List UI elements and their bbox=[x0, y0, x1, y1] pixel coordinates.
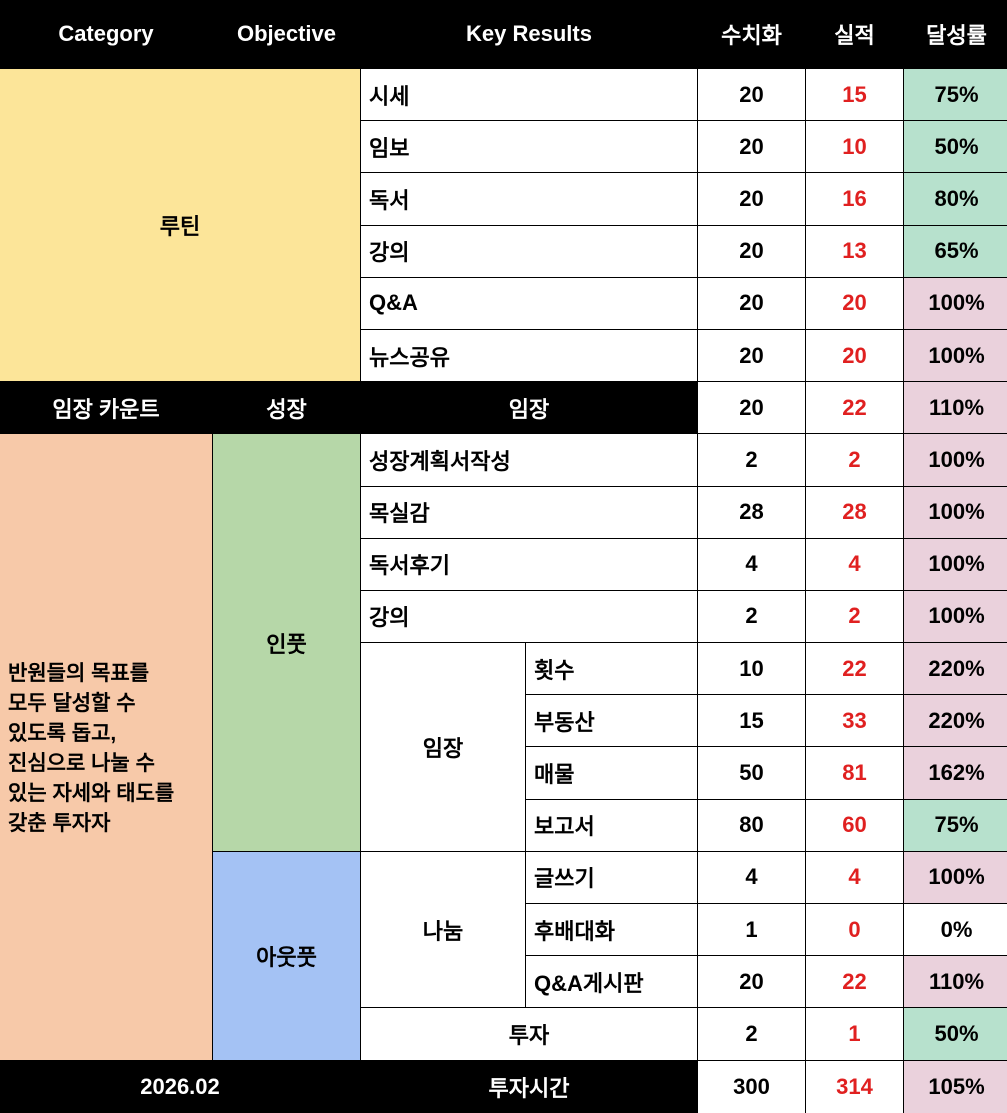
target: 20 bbox=[698, 173, 805, 225]
key-result: 목실감 bbox=[361, 486, 697, 538]
rate: 105% bbox=[904, 1060, 1007, 1113]
category: 루틴 bbox=[0, 69, 360, 382]
objective: 아웃풋 bbox=[213, 851, 360, 1060]
category: 임장 카운트 bbox=[0, 382, 212, 434]
header-cell: Key Results bbox=[361, 0, 697, 68]
key-result: 부동산 bbox=[526, 695, 697, 747]
actual: 1 bbox=[806, 1008, 903, 1060]
key-result: Q&A게시판 bbox=[526, 956, 697, 1008]
actual: 2 bbox=[806, 434, 903, 486]
actual: 4 bbox=[806, 851, 903, 903]
rate: 65% bbox=[904, 225, 1007, 277]
actual: 22 bbox=[806, 382, 903, 434]
key-result: 뉴스공유 bbox=[361, 329, 697, 382]
rate: 100% bbox=[904, 486, 1007, 538]
rate: 162% bbox=[904, 747, 1007, 799]
key-result: 임보 bbox=[361, 121, 697, 173]
key-result: 글쓰기 bbox=[526, 851, 697, 903]
date: 2026.02 bbox=[0, 1060, 360, 1113]
rate: 50% bbox=[904, 1008, 1007, 1060]
rate: 100% bbox=[904, 329, 1007, 382]
actual: 0 bbox=[806, 904, 903, 956]
target: 2 bbox=[698, 434, 805, 486]
rate: 50% bbox=[904, 121, 1007, 173]
key-result: 보고서 bbox=[526, 799, 697, 851]
rate: 0% bbox=[904, 904, 1007, 956]
rate: 75% bbox=[904, 799, 1007, 851]
target: 20 bbox=[698, 382, 805, 434]
key-result: 강의 bbox=[361, 590, 697, 643]
actual: 28 bbox=[806, 486, 903, 538]
target: 300 bbox=[698, 1060, 805, 1113]
actual: 2 bbox=[806, 590, 903, 643]
actual: 10 bbox=[806, 121, 903, 173]
target: 20 bbox=[698, 121, 805, 173]
actual: 20 bbox=[806, 277, 903, 329]
rate: 110% bbox=[904, 382, 1007, 434]
key-result: 횟수 bbox=[526, 643, 697, 695]
target: 20 bbox=[698, 956, 805, 1008]
objective: 성장 bbox=[213, 382, 360, 434]
target: 28 bbox=[698, 486, 805, 538]
key-result: 임장 bbox=[361, 382, 697, 434]
key-result: 매물 bbox=[526, 747, 697, 799]
target: 10 bbox=[698, 643, 805, 695]
actual: 314 bbox=[806, 1060, 903, 1113]
actual: 13 bbox=[806, 225, 903, 277]
target: 4 bbox=[698, 851, 805, 903]
target: 2 bbox=[698, 590, 805, 643]
target: 2 bbox=[698, 1008, 805, 1060]
actual: 16 bbox=[806, 173, 903, 225]
header-cell: Objective bbox=[213, 0, 360, 68]
actual: 60 bbox=[806, 799, 903, 851]
actual: 22 bbox=[806, 643, 903, 695]
actual: 33 bbox=[806, 695, 903, 747]
header-cell: 달성률 bbox=[904, 0, 1007, 68]
actual: 15 bbox=[806, 69, 903, 121]
key-result: 독서후기 bbox=[361, 538, 697, 590]
rate: 80% bbox=[904, 173, 1007, 225]
rate: 75% bbox=[904, 69, 1007, 121]
key-result: Q&A bbox=[361, 277, 697, 329]
actual: 20 bbox=[806, 329, 903, 382]
target: 50 bbox=[698, 747, 805, 799]
key-result: 강의 bbox=[361, 225, 697, 277]
target: 15 bbox=[698, 695, 805, 747]
header-cell: Category bbox=[0, 0, 212, 68]
rate: 110% bbox=[904, 956, 1007, 1008]
rate: 100% bbox=[904, 538, 1007, 590]
rate: 100% bbox=[904, 590, 1007, 643]
target: 20 bbox=[698, 225, 805, 277]
target: 20 bbox=[698, 277, 805, 329]
actual: 4 bbox=[806, 538, 903, 590]
key-result: 투자시간 bbox=[361, 1060, 697, 1113]
key-result-group: 나눔 bbox=[361, 851, 525, 1008]
rate: 100% bbox=[904, 434, 1007, 486]
actual: 81 bbox=[806, 747, 903, 799]
objective: 인풋 bbox=[213, 434, 360, 851]
key-result: 시세 bbox=[361, 69, 697, 121]
actual: 22 bbox=[806, 956, 903, 1008]
target: 80 bbox=[698, 799, 805, 851]
key-result: 투자 bbox=[361, 1008, 697, 1060]
target: 4 bbox=[698, 538, 805, 590]
rate: 100% bbox=[904, 277, 1007, 329]
rate: 220% bbox=[904, 643, 1007, 695]
rate: 100% bbox=[904, 851, 1007, 903]
key-result: 성장계획서작성 bbox=[361, 434, 697, 486]
rate: 220% bbox=[904, 695, 1007, 747]
key-result-group: 임장 bbox=[361, 643, 525, 851]
key-result: 독서 bbox=[361, 173, 697, 225]
category: 반원들의 목표를 모두 달성할 수 있도록 돕고, 진심으로 나눌 수 있는 자… bbox=[0, 434, 212, 1060]
key-result: 후배대화 bbox=[526, 904, 697, 956]
header-cell: 실적 bbox=[806, 0, 903, 68]
header-cell: 수치화 bbox=[698, 0, 805, 68]
target: 20 bbox=[698, 329, 805, 382]
target: 20 bbox=[698, 69, 805, 121]
target: 1 bbox=[698, 904, 805, 956]
